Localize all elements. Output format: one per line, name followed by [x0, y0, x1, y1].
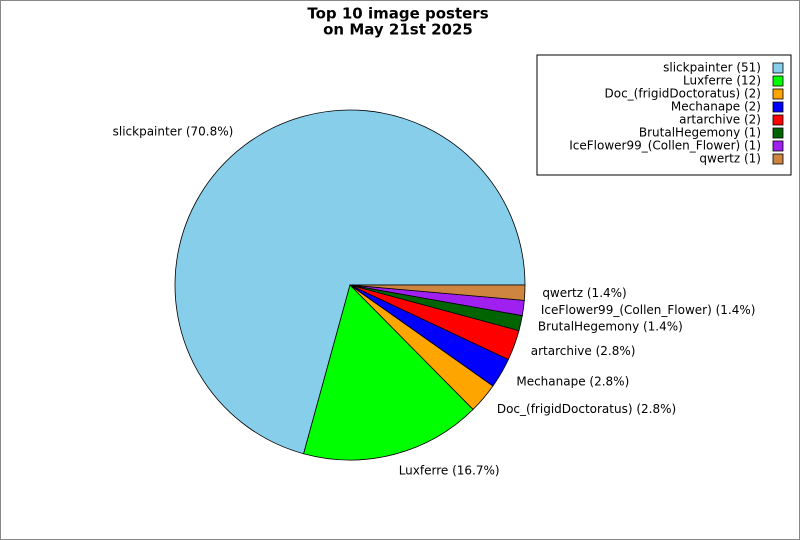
- pie-slice: [174, 109, 526, 455]
- legend-swatch: [772, 140, 784, 152]
- legend-swatch: [772, 153, 784, 165]
- legend-label: artarchive (2): [679, 113, 761, 127]
- legend-swatch: [772, 75, 784, 87]
- legend-label: Luxferre (12): [683, 74, 761, 88]
- legend-swatch: [772, 127, 784, 139]
- legend-label: Doc_(frigidDoctoratus) (2): [605, 87, 762, 101]
- legend-label: qwertz (1): [699, 152, 761, 166]
- chart-title: Top 10 image posters: [307, 5, 488, 23]
- legend-label: slickpainter (51): [663, 61, 761, 75]
- legend-label: Mechanape (2): [671, 100, 761, 114]
- slice-label: slickpainter (70.8%): [113, 124, 234, 138]
- pie-slice: [349, 284, 526, 301]
- slice-label: Doc_(frigidDoctoratus) (2.8%): [497, 402, 676, 416]
- legend-swatch: [772, 88, 784, 100]
- legend-swatch: [772, 101, 784, 113]
- slice-label: Luxferre (16.7%): [399, 464, 500, 478]
- legend-label: BrutalHegemony (1): [639, 126, 761, 140]
- pie-slice: [303, 284, 474, 461]
- legend-swatch: [772, 114, 784, 126]
- slice-label: qwertz (1.4%): [542, 286, 626, 300]
- slice-label: IceFlower99_(Collen_Flower) (1.4%): [541, 303, 756, 317]
- legend-box: [536, 54, 792, 176]
- slice-label: artarchive (2.8%): [531, 344, 636, 358]
- slice-label: Mechanape (2.8%): [516, 374, 629, 388]
- slice-label: BrutalHegemony (1.4%): [538, 319, 683, 333]
- legend-swatch: [772, 62, 784, 74]
- legend-label: IceFlower99_(Collen_Flower) (1): [569, 139, 761, 153]
- chart-title: on May 21st 2025: [323, 21, 473, 39]
